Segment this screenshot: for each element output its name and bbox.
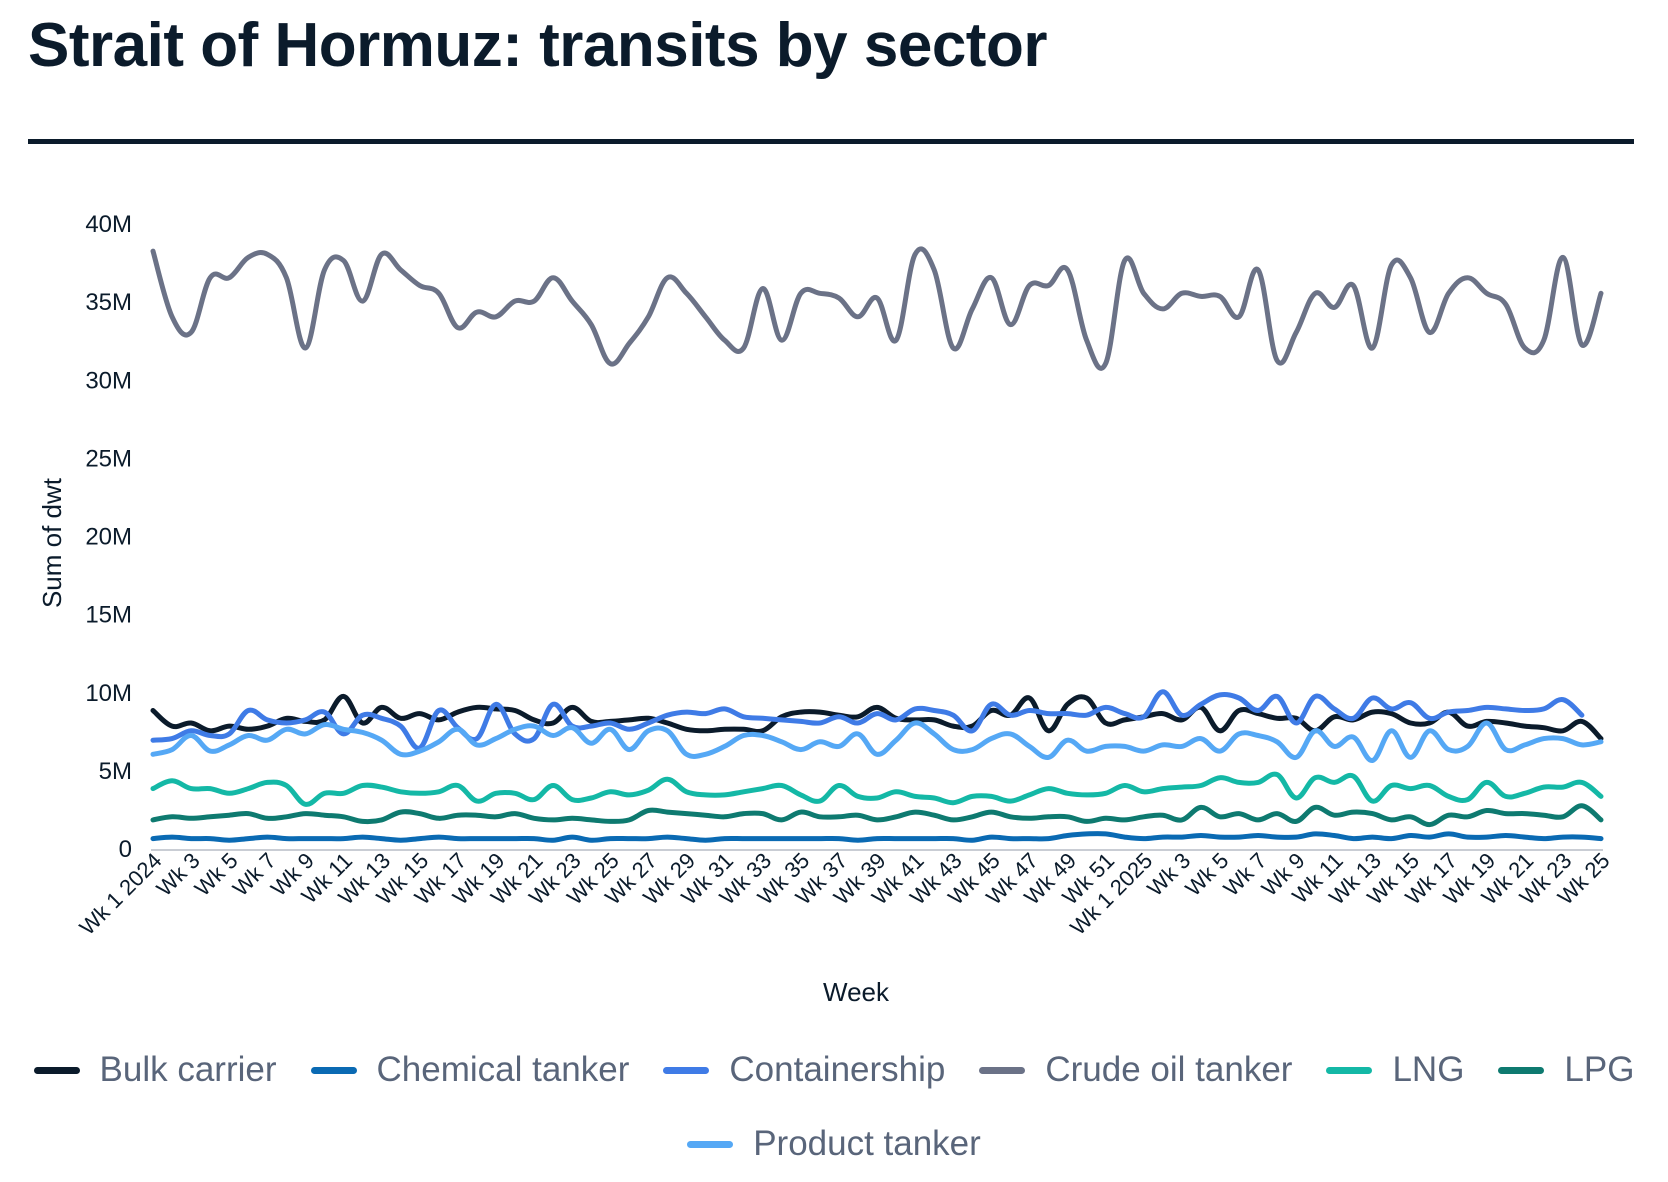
x-tick-label: Wk 5	[190, 848, 243, 901]
legend-label: Crude oil tanker	[1045, 1050, 1293, 1089]
legend-label: Containership	[729, 1050, 946, 1089]
series-line-crude-oil-tanker	[150, 246, 1604, 371]
legend-item-chemical-tanker[interactable]: Chemical tanker	[310, 1050, 630, 1090]
chart-title: Strait of Hormuz: transits by sector	[28, 11, 1047, 80]
series-line-bulk-carrier	[150, 693, 1604, 742]
y-axis-label: Sum of dwt	[37, 477, 67, 608]
legend-label: Chemical tanker	[376, 1050, 630, 1089]
x-tick-label: Wk 7	[1218, 848, 1271, 901]
legend-swatch	[979, 1066, 1026, 1074]
x-axis-label: Week	[823, 977, 890, 1007]
y-tick-label: 0	[119, 836, 132, 863]
legend-item-crude-oil-tanker[interactable]: Crude oil tanker	[979, 1050, 1292, 1090]
legend-label: LNG	[1392, 1050, 1465, 1089]
y-tick-label: 5M	[99, 758, 132, 785]
title-divider	[28, 139, 1634, 144]
legend-label: Bulk carrier	[99, 1050, 277, 1089]
legend-swatch	[687, 1140, 734, 1148]
legend-swatch	[310, 1066, 357, 1074]
y-tick-label: 35M	[85, 289, 132, 316]
x-tick-label: Wk 7	[228, 848, 281, 901]
x-tick-label: Wk 3	[152, 848, 205, 901]
legend-item-lng[interactable]: LNG	[1326, 1050, 1464, 1090]
legend-swatch	[1326, 1066, 1373, 1074]
x-tick-label: Wk 5	[1180, 848, 1233, 901]
legend-item-bulk-carrier[interactable]: Bulk carrier	[33, 1050, 277, 1090]
legend-item-containership[interactable]: Containership	[663, 1050, 945, 1090]
series-line-chemical-tanker	[150, 831, 1604, 843]
legend-item-product-tanker[interactable]: Product tanker	[687, 1124, 981, 1164]
legend-item-lpg[interactable]: LPG	[1498, 1050, 1634, 1090]
series-line-containership	[150, 689, 1585, 751]
series-layer	[150, 246, 1604, 843]
legend-swatch	[663, 1066, 710, 1074]
legend-swatch	[1498, 1066, 1545, 1074]
series-line-lng	[150, 771, 1604, 807]
x-tick-label: Wk 3	[1142, 848, 1195, 901]
y-tick-label: 30M	[85, 367, 132, 394]
chart-legend: Bulk carrier Chemical tanker Containersh…	[20, 1050, 1648, 1164]
y-tick-label: 10M	[85, 680, 132, 707]
series-line-product-tanker	[150, 720, 1604, 763]
legend-label: LPG	[1564, 1050, 1635, 1089]
legend-label: Product tanker	[753, 1124, 981, 1163]
series-line-lpg	[150, 803, 1604, 828]
y-tick-label: 25M	[85, 445, 132, 472]
legend-swatch	[33, 1066, 80, 1074]
y-axis: 0 5M 10M 15M 20M 25M 30M 35M 40M	[85, 211, 132, 863]
y-tick-label: 20M	[85, 524, 132, 551]
y-tick-label: 15M	[85, 602, 132, 629]
y-tick-label: 40M	[85, 211, 132, 238]
